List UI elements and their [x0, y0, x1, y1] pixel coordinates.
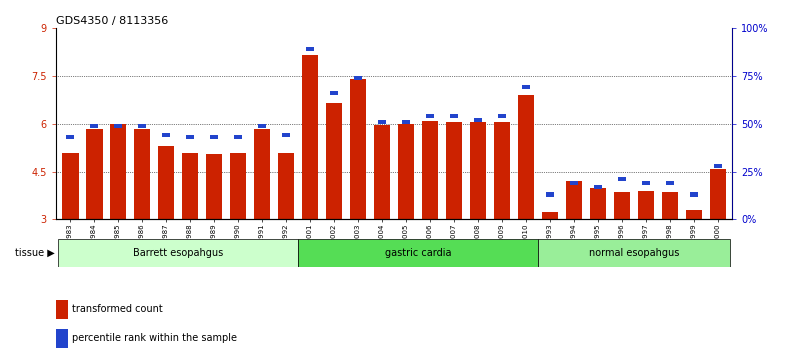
- Bar: [56, 329, 68, 348]
- Bar: [349, 79, 366, 219]
- Bar: [618, 177, 626, 181]
- Text: gastric cardia: gastric cardia: [384, 248, 451, 258]
- Bar: [181, 153, 198, 219]
- Text: normal esopahgus: normal esopahgus: [589, 248, 679, 258]
- Bar: [134, 129, 150, 219]
- Bar: [570, 181, 578, 185]
- Bar: [90, 124, 98, 128]
- Bar: [522, 85, 530, 90]
- Bar: [402, 120, 410, 124]
- Bar: [254, 129, 271, 219]
- Bar: [685, 210, 702, 219]
- Bar: [541, 211, 558, 219]
- Text: GDS4350 / 8113356: GDS4350 / 8113356: [56, 16, 168, 26]
- Bar: [614, 193, 630, 219]
- Bar: [162, 133, 170, 137]
- Text: transformed count: transformed count: [72, 304, 162, 314]
- Bar: [278, 153, 295, 219]
- Bar: [426, 114, 434, 118]
- Bar: [58, 239, 298, 267]
- Bar: [709, 169, 726, 219]
- Bar: [186, 135, 194, 139]
- Bar: [234, 135, 242, 139]
- Bar: [566, 181, 583, 219]
- Bar: [86, 129, 103, 219]
- Bar: [661, 193, 678, 219]
- Bar: [115, 124, 122, 128]
- Bar: [258, 124, 266, 128]
- Text: tissue ▶: tissue ▶: [15, 248, 55, 258]
- Bar: [642, 181, 650, 185]
- Bar: [158, 146, 174, 219]
- Bar: [446, 122, 462, 219]
- Bar: [398, 124, 415, 219]
- Bar: [139, 124, 146, 128]
- Bar: [590, 188, 607, 219]
- Bar: [110, 124, 127, 219]
- Bar: [690, 193, 698, 196]
- Bar: [378, 120, 386, 124]
- Bar: [470, 122, 486, 219]
- Text: Barrett esopahgus: Barrett esopahgus: [133, 248, 223, 258]
- Bar: [302, 55, 318, 219]
- Bar: [306, 47, 314, 51]
- Bar: [66, 135, 74, 139]
- Bar: [283, 133, 290, 137]
- Bar: [56, 300, 68, 319]
- Bar: [354, 76, 362, 80]
- Bar: [326, 103, 342, 219]
- Bar: [330, 91, 338, 95]
- Bar: [230, 153, 247, 219]
- Bar: [714, 164, 722, 168]
- Bar: [538, 239, 730, 267]
- Bar: [210, 135, 218, 139]
- Bar: [517, 95, 534, 219]
- Bar: [498, 114, 505, 118]
- Text: percentile rank within the sample: percentile rank within the sample: [72, 333, 236, 343]
- Bar: [451, 114, 458, 118]
- Bar: [62, 153, 79, 219]
- Bar: [298, 239, 538, 267]
- Bar: [474, 118, 482, 122]
- Bar: [546, 193, 554, 196]
- Bar: [594, 185, 602, 189]
- Bar: [638, 191, 654, 219]
- Bar: [494, 122, 510, 219]
- Bar: [666, 181, 673, 185]
- Bar: [373, 126, 390, 219]
- Bar: [422, 121, 439, 219]
- Bar: [205, 154, 222, 219]
